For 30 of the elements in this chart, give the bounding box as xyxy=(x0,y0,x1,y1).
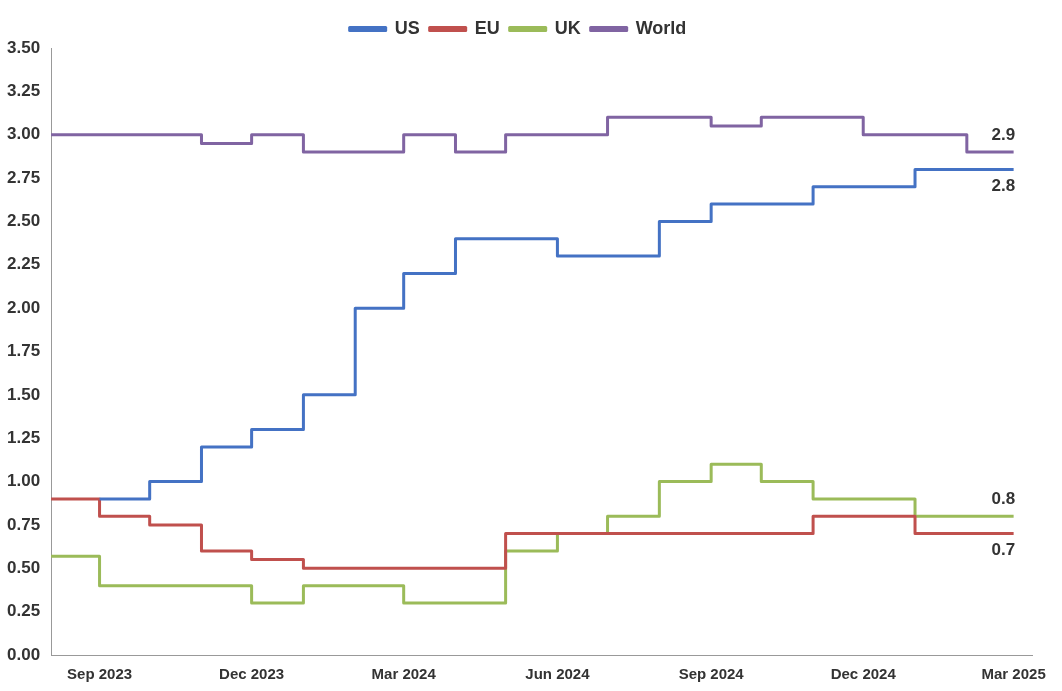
y-tick-label: 2.50 xyxy=(6,211,41,231)
x-tick-label: Mar 2025 xyxy=(981,665,1046,683)
y-tick-label: 1.00 xyxy=(6,471,41,491)
annotation: 2.9 xyxy=(991,125,1016,145)
y-tick-label: 3.50 xyxy=(6,37,41,57)
y-tick-label: 3.00 xyxy=(6,124,41,144)
y-tick-label: 2.75 xyxy=(6,167,41,187)
x-tick-label: Sep 2023 xyxy=(67,665,133,683)
legend-label: UK xyxy=(554,17,581,38)
annotation: 2.8 xyxy=(991,175,1016,195)
y-tick-label: 0.25 xyxy=(6,601,41,621)
y-tick-label: 1.50 xyxy=(6,384,41,404)
x-tick-label: Dec 2024 xyxy=(830,665,897,683)
y-tick-label: 0.00 xyxy=(6,644,41,664)
annotation: 0.8 xyxy=(991,489,1016,509)
x-tick-label: Mar 2024 xyxy=(371,665,437,683)
x-tick-label: Jun 2024 xyxy=(525,665,591,683)
y-tick-label: 2.25 xyxy=(6,254,41,274)
legend-label: World xyxy=(635,17,687,38)
legend-label: US xyxy=(394,17,420,38)
y-tick-label: 1.75 xyxy=(6,341,41,361)
legend-label: EU xyxy=(474,17,500,38)
y-tick-label: 0.50 xyxy=(6,557,41,577)
annotation: 0.7 xyxy=(991,539,1016,559)
x-tick-label: Sep 2024 xyxy=(678,665,745,683)
y-tick-label: 2.00 xyxy=(6,297,41,317)
y-tick-label: 3.25 xyxy=(6,81,41,101)
x-tick-label: Dec 2023 xyxy=(219,665,285,683)
y-tick-label: 1.25 xyxy=(6,427,41,447)
y-tick-label: 0.75 xyxy=(6,514,41,534)
